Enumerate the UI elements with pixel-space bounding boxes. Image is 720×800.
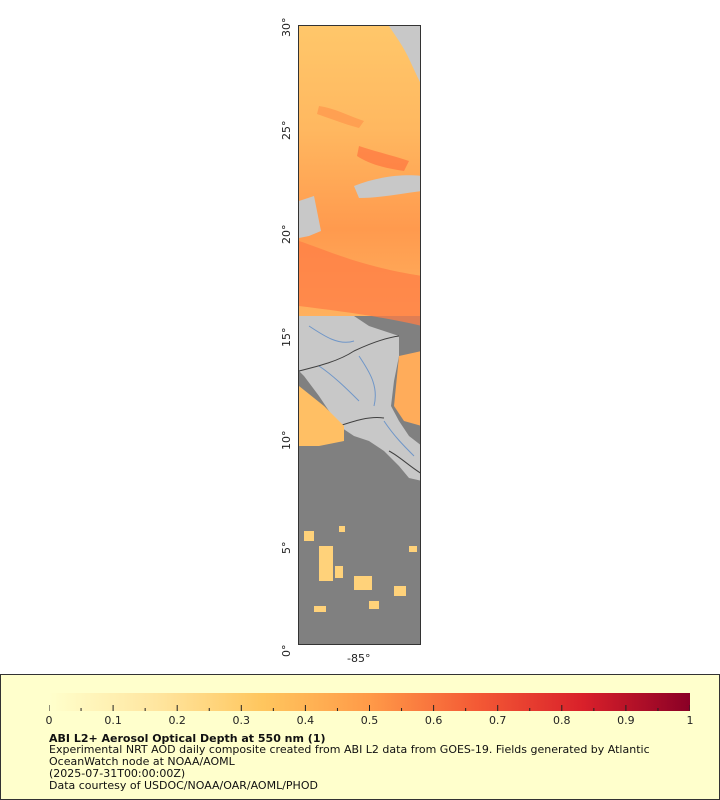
- rivers: [308, 325, 415, 457]
- colorbar-tick-label: 0.9: [617, 714, 635, 727]
- colorbar-tick-label: 0.7: [488, 714, 507, 727]
- aod-high-band: [299, 241, 420, 326]
- colorbar-tick-label: 0.8: [553, 714, 571, 727]
- colorbar-minor-ticks: [49, 705, 690, 711]
- latitude-label: 0°: [280, 644, 293, 658]
- longitude-label: -85°: [347, 652, 371, 665]
- land-area: [354, 175, 420, 198]
- colorbar-tick-label: 0.2: [168, 714, 186, 727]
- legend-description-line1: Experimental NRT AOD daily composite cre…: [49, 743, 650, 756]
- land-area: [299, 196, 321, 238]
- aod-patch: [317, 106, 364, 128]
- land-area: [389, 26, 420, 83]
- colorbar-tick-label: 0.3: [232, 714, 251, 727]
- legend-panel: 0 0.1 0.2 0.3 0.4 0.5 0.6 0.7 0.8 0.9 1 ABI L2+ Ae…: [0, 674, 720, 800]
- latitude-label: 15°: [280, 327, 293, 348]
- map-panel: [298, 25, 421, 645]
- aod-scattered-patches: [304, 526, 417, 612]
- colorbar-tick-label: 0.4: [296, 714, 315, 727]
- land-area: [299, 316, 420, 481]
- colorbar-tick-label: 0.5: [360, 714, 379, 727]
- aod-coastal: [394, 351, 420, 426]
- colorbar-tick-label: 1: [686, 714, 694, 727]
- legend-description-line2: OceanWatch node at NOAA/AOML: [49, 755, 235, 768]
- aod-coastal: [299, 386, 344, 446]
- latitude-label: 25°: [280, 120, 293, 141]
- aod-map: [299, 26, 420, 644]
- latitude-label: 5°: [280, 541, 293, 554]
- colorbar: [49, 693, 690, 711]
- legend-credit: Data courtesy of USDOC/NOAA/OAR/AOML/PHO…: [49, 779, 318, 792]
- latitude-label: 20°: [280, 224, 293, 244]
- borders: [299, 335, 420, 474]
- aod-patch: [357, 146, 409, 171]
- latitude-label: 30°: [280, 17, 293, 38]
- colorbar-tick-label: 0: [45, 714, 53, 727]
- legend-title: ABI L2+ Aerosol Optical Depth at 550 nm …: [49, 732, 326, 745]
- colorbar-tick-label: 0.1: [104, 714, 122, 727]
- latitude-label: 10°: [280, 430, 293, 451]
- colorbar-tick-label: 0.6: [424, 714, 443, 727]
- legend-timestamp: (2025-07-31T00:00:00Z): [49, 767, 186, 780]
- colorbar-gradient: [49, 693, 690, 711]
